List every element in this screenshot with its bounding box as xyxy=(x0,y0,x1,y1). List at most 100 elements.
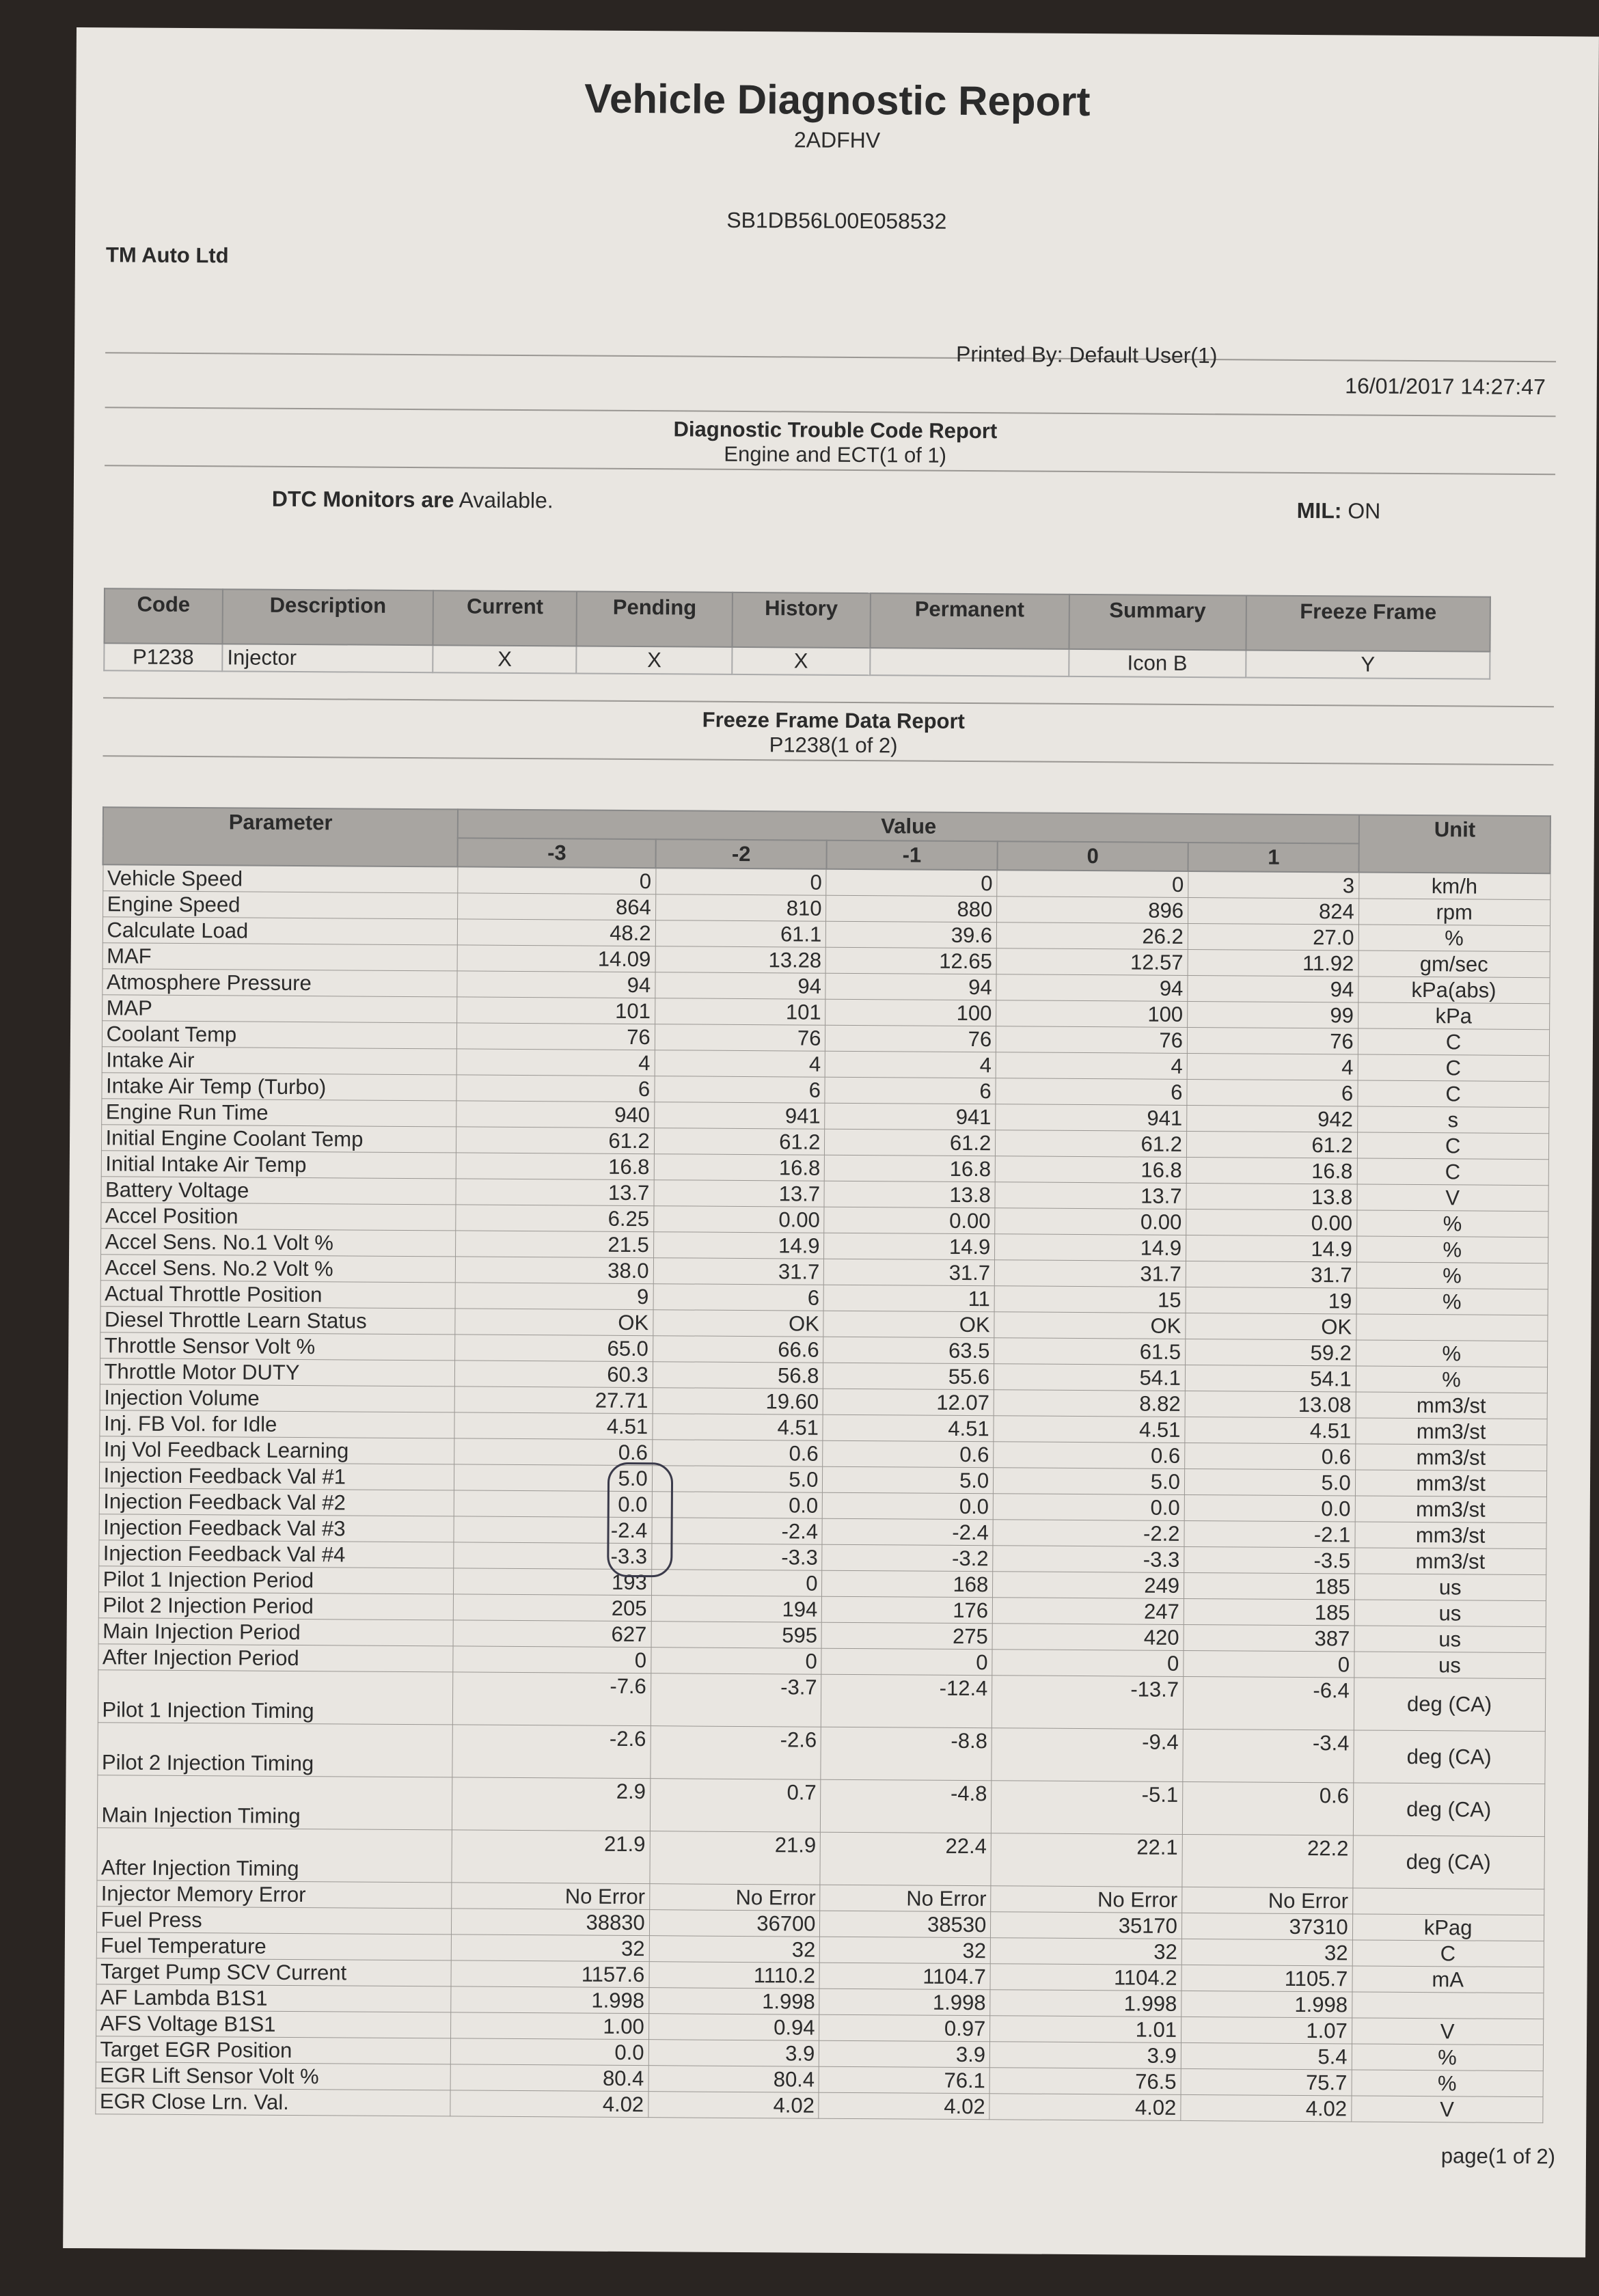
parameter-unit: us xyxy=(1354,1573,1546,1601)
parameter-value: 176 xyxy=(821,1596,993,1624)
parameter-value: -2.2 xyxy=(993,1519,1185,1547)
parameter-name: Main Injection Period xyxy=(98,1617,454,1646)
parameter-unit: km/h xyxy=(1358,872,1550,900)
parameter-name: Pilot 2 Injection Timing xyxy=(97,1722,453,1777)
parameter-name: Diesel Throttle Learn Status xyxy=(100,1306,456,1335)
parameter-unit: mA xyxy=(1352,1965,1544,1993)
vin: SB1DB56L00E058532 xyxy=(726,207,947,234)
parameter-name: Pilot 1 Injection Timing xyxy=(97,1669,453,1725)
parameter-value: 0.6 xyxy=(1184,1443,1356,1470)
mil-status: MIL: ON xyxy=(1297,498,1381,524)
dtc-section-subtitle: Engine and ECT(1 of 1) xyxy=(724,441,947,467)
parameter-unit: % xyxy=(1356,1210,1548,1238)
parameter-unit: deg (CA) xyxy=(1352,1835,1544,1889)
parameter-name: Atmosphere Pressure xyxy=(102,968,458,997)
parameter-value: No Error xyxy=(1181,1887,1353,1914)
parameter-value: 59.2 xyxy=(1185,1339,1356,1366)
parameter-value: 6 xyxy=(654,1076,825,1104)
parameter-value: 0.6 xyxy=(454,1438,653,1466)
parameter-value: 2.9 xyxy=(452,1777,651,1831)
parameter-value: 61.2 xyxy=(1186,1131,1358,1158)
frame-column-header: -1 xyxy=(826,840,998,871)
parameter-value: 94 xyxy=(655,972,826,1000)
parameter-value: 31.7 xyxy=(1186,1261,1357,1288)
parameter-value: 101 xyxy=(456,996,655,1024)
parameter-name: MAF xyxy=(102,942,458,971)
parameter-name: Injection Feedback Val #4 xyxy=(98,1540,454,1568)
parameter-value: 76 xyxy=(456,1022,655,1050)
parameter-value: 54.1 xyxy=(994,1363,1186,1391)
parameter-name: EGR Close Lrn. Val. xyxy=(95,2088,451,2116)
parameter-value: 5.0 xyxy=(822,1466,994,1494)
parameter-value: 0.00 xyxy=(653,1205,825,1233)
parameter-value: 185 xyxy=(1184,1572,1355,1600)
dtc-monitors-label: DTC Monitors are xyxy=(271,486,454,512)
parameter-value: 1.07 xyxy=(1181,2017,1352,2044)
parameter-value: 0.0 xyxy=(1184,1494,1356,1522)
parameter-name: Intake Air Temp (Turbo) xyxy=(101,1072,457,1101)
parameter-name: Throttle Motor DUTY xyxy=(99,1358,455,1386)
parameter-value: 896 xyxy=(996,896,1188,924)
parameter-value: 76.1 xyxy=(819,2066,990,2094)
parameter-value: 4.51 xyxy=(823,1414,994,1442)
parameter-value: 14.09 xyxy=(457,944,655,972)
dtc-cell: X xyxy=(433,645,577,674)
parameter-name: Vehicle Speed xyxy=(102,864,458,893)
report-title: Vehicle Diagnostic Report xyxy=(584,75,1091,125)
parameter-value: 76 xyxy=(1187,1027,1358,1054)
parameter-value: 75.7 xyxy=(1180,2068,1352,2096)
parameter-value: 38530 xyxy=(819,1911,991,1938)
parameter-value: 4.02 xyxy=(450,2090,648,2118)
parameter-name: AFS Voltage B1S1 xyxy=(96,2010,451,2038)
parameter-value: -9.4 xyxy=(992,1727,1184,1782)
parameter-value: 27.71 xyxy=(454,1386,653,1414)
parameter-value: 14.9 xyxy=(653,1231,825,1259)
print-datetime: 16/01/2017 14:27:47 xyxy=(1345,373,1546,400)
parameter-value: 32 xyxy=(648,1935,820,1963)
parameter-value: 76.5 xyxy=(989,2067,1181,2095)
parameter-value: -12.4 xyxy=(821,1674,992,1728)
parameter-name: Accel Position xyxy=(100,1202,456,1231)
parameter-value: 194 xyxy=(651,1595,822,1623)
parameter-value: 387 xyxy=(1183,1624,1354,1652)
parameter-unit: kPa xyxy=(1358,1002,1550,1030)
parameter-name: Engine Speed xyxy=(102,890,458,919)
parameter-unit: % xyxy=(1356,1365,1548,1393)
parameter-value: 1104.7 xyxy=(819,1963,991,1990)
parameter-unit: C xyxy=(1358,1028,1550,1056)
parameter-value: 48.2 xyxy=(457,918,656,946)
parameter-value: 36700 xyxy=(649,1909,821,1937)
parameter-value: 32 xyxy=(1181,1939,1353,1966)
parameter-value: 0 xyxy=(651,1647,822,1675)
parameter-name: After Injection Timing xyxy=(96,1827,452,1883)
parameter-value: 4 xyxy=(1187,1053,1358,1080)
parameter-name: Injector Memory Error xyxy=(96,1880,452,1909)
parameter-value: 0 xyxy=(457,866,656,894)
parameter-value: OK xyxy=(454,1308,653,1336)
parameter-unit: us xyxy=(1354,1625,1546,1653)
parameter-value: 21.5 xyxy=(455,1230,654,1258)
dtc-column-header: Code xyxy=(104,588,223,644)
parameter-header: Parameter xyxy=(102,807,459,867)
parameter-unit: us xyxy=(1354,1599,1546,1627)
parameter-value: 864 xyxy=(457,892,656,920)
parameter-value: 4.02 xyxy=(989,2093,1181,2121)
parameter-value: -3.2 xyxy=(822,1544,994,1572)
parameter-value: 0.0 xyxy=(450,2038,649,2066)
parameter-value: 1.998 xyxy=(1181,1991,1352,2018)
parameter-value: 0.6 xyxy=(993,1441,1185,1469)
parameter-name: MAP xyxy=(102,994,457,1023)
parameter-value: -13.7 xyxy=(992,1675,1184,1730)
dtc-column-header: Summary xyxy=(1069,594,1246,651)
handwritten-circle-annotation xyxy=(607,1462,674,1578)
dtc-column-header: Freeze Frame xyxy=(1246,595,1490,652)
frame-column-header: -3 xyxy=(457,838,656,869)
parameter-value: 5.0 xyxy=(652,1465,823,1493)
parameter-value: No Error xyxy=(820,1885,992,1912)
parameter-value: 185 xyxy=(1184,1598,1355,1626)
parameter-value: 6 xyxy=(825,1077,996,1104)
parameter-unit: kPag xyxy=(1352,1913,1544,1941)
parameter-value: 94 xyxy=(996,974,1188,1002)
parameter-name: Target EGR Position xyxy=(95,2036,451,2064)
parameter-value: -3.3 xyxy=(651,1543,823,1571)
